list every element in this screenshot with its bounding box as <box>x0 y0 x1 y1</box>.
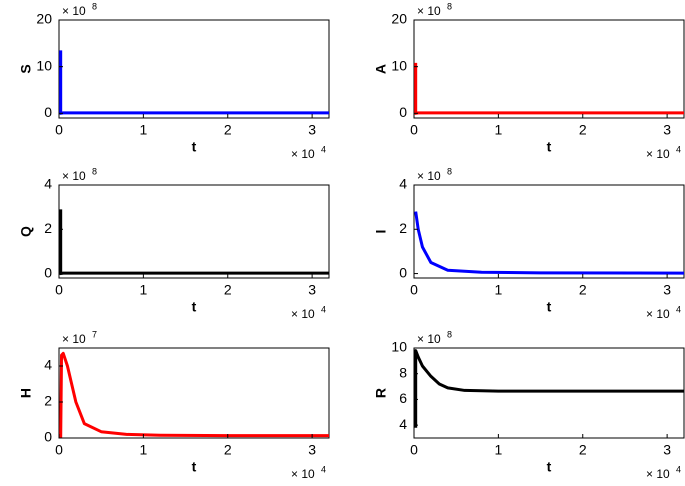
x-scale-exponent: 4 <box>321 464 326 474</box>
x-scale-exponent: 4 <box>676 464 681 474</box>
x-tick-label: 3 <box>663 442 671 458</box>
y-axis-label: I <box>373 230 389 234</box>
x-scale-exponent: 4 <box>676 304 681 314</box>
x-tick-label: 2 <box>579 122 587 138</box>
y-tick-label: 4 <box>399 176 407 192</box>
x-tick-label: 1 <box>494 122 502 138</box>
y-axis-label: A <box>373 64 389 74</box>
y-tick-label: 4 <box>44 176 52 192</box>
x-tick-label: 2 <box>224 442 232 458</box>
x-tick-label: 2 <box>579 442 587 458</box>
x-tick-label: 1 <box>494 442 502 458</box>
x-scale-base: × 10 <box>291 307 315 321</box>
x-scale-base: × 10 <box>291 467 315 481</box>
y-tick-label: 10 <box>391 339 407 355</box>
y-tick-label: 0 <box>399 104 407 120</box>
plot-frame <box>58 347 330 439</box>
y-tick-label: 10 <box>391 57 407 73</box>
y-tick-label: 20 <box>36 11 52 27</box>
x-scale-exponent: 4 <box>676 144 681 154</box>
y-scale-base: × 10 <box>62 332 86 346</box>
x-scale-exponent: 4 <box>321 304 326 314</box>
y-tick-label: 2 <box>399 220 407 236</box>
plot-frame <box>413 19 685 119</box>
y-scale-exponent: 8 <box>92 1 97 11</box>
y-tick-label: 4 <box>44 357 52 373</box>
x-axis-label: t <box>547 459 552 475</box>
x-tick-label: 0 <box>410 282 418 298</box>
x-tick-label: 2 <box>224 282 232 298</box>
y-tick-label: 2 <box>44 393 52 409</box>
x-tick-label: 3 <box>308 282 316 298</box>
x-scale-base: × 10 <box>291 147 315 161</box>
x-tick-label: 0 <box>410 122 418 138</box>
x-axis-label: t <box>192 139 197 155</box>
x-tick-label: 0 <box>55 122 63 138</box>
x-tick-label: 3 <box>663 282 671 298</box>
data-line <box>59 351 329 439</box>
y-axis-label: H <box>18 388 34 398</box>
x-tick-label: 3 <box>663 122 671 138</box>
x-scale-base: × 10 <box>646 147 670 161</box>
y-tick-label: 10 <box>36 57 52 73</box>
y-tick-label: 0 <box>44 104 52 120</box>
y-scale-exponent: 8 <box>447 329 452 339</box>
x-tick-label: 0 <box>55 282 63 298</box>
y-tick-label: 4 <box>399 416 407 432</box>
y-scale-exponent: 8 <box>447 1 452 11</box>
plot-frame <box>58 19 330 119</box>
y-tick-label: 0 <box>44 264 52 280</box>
y-tick-label: 20 <box>391 11 407 27</box>
y-tick-label: 0 <box>399 264 407 280</box>
x-tick-label: 0 <box>55 442 63 458</box>
y-scale-base: × 10 <box>417 4 441 18</box>
y-scale-exponent: 7 <box>92 329 97 339</box>
y-tick-label: 2 <box>44 220 52 236</box>
plot-frame <box>413 347 685 439</box>
y-scale-exponent: 8 <box>92 166 97 176</box>
x-axis-label: t <box>547 139 552 155</box>
x-tick-label: 1 <box>139 442 147 458</box>
plot-frame <box>413 184 685 279</box>
x-tick-label: 2 <box>579 282 587 298</box>
y-axis-label: R <box>373 388 389 398</box>
x-tick-label: 3 <box>308 122 316 138</box>
y-scale-base: × 10 <box>62 4 86 18</box>
x-tick-label: 1 <box>139 122 147 138</box>
x-axis-label: t <box>192 459 197 475</box>
y-axis-label: S <box>18 64 34 73</box>
data-line <box>414 211 685 275</box>
x-scale-base: × 10 <box>646 307 670 321</box>
plot-frame <box>58 184 330 279</box>
x-tick-label: 3 <box>308 442 316 458</box>
x-scale-base: × 10 <box>646 467 670 481</box>
x-axis-label: t <box>192 299 197 315</box>
y-scale-exponent: 8 <box>447 166 452 176</box>
y-scale-base: × 10 <box>417 332 441 346</box>
x-axis-label: t <box>547 299 552 315</box>
y-tick-label: 0 <box>44 429 52 445</box>
x-tick-label: 1 <box>139 282 147 298</box>
x-tick-label: 1 <box>494 282 502 298</box>
y-tick-label: 8 <box>399 364 407 380</box>
x-tick-label: 2 <box>224 122 232 138</box>
y-axis-label: Q <box>18 226 34 237</box>
y-scale-base: × 10 <box>62 169 86 183</box>
x-tick-label: 0 <box>410 442 418 458</box>
x-scale-exponent: 4 <box>321 144 326 154</box>
y-tick-label: 6 <box>399 390 407 406</box>
data-line <box>414 349 684 428</box>
y-scale-base: × 10 <box>417 169 441 183</box>
